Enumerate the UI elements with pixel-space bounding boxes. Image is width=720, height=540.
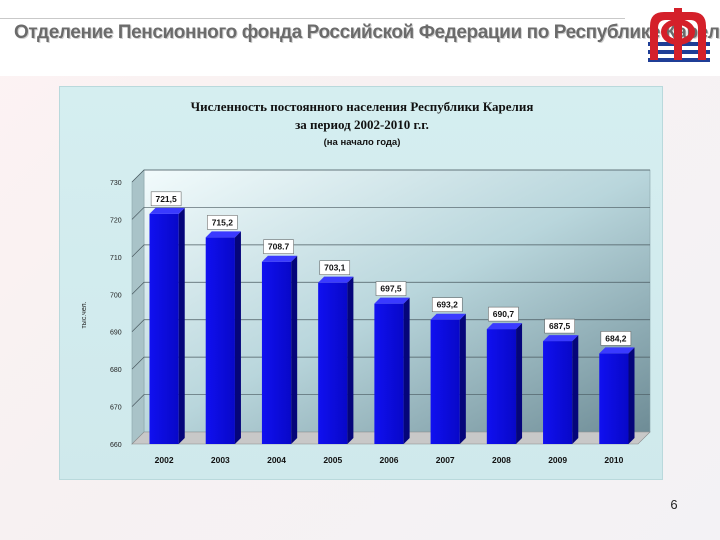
x-tick-label: 2006 [380, 455, 399, 465]
bar-side-2008 [516, 323, 523, 444]
y-tick-label: 730 [110, 180, 122, 187]
chart-title-line-1: Численность постоянного населения Респуб… [191, 99, 534, 114]
bar-top-2005 [318, 276, 354, 283]
bar-side-2010 [628, 347, 635, 444]
y-tick-label: 680 [110, 367, 122, 374]
bar-2009 [543, 341, 573, 444]
data-label-box [600, 331, 632, 346]
bar-top-2007 [430, 313, 466, 320]
y-tick-label: 690 [110, 330, 122, 337]
x-tick-label: 2010 [604, 455, 623, 465]
data-label-box [319, 260, 351, 275]
y-axis-label: тыс.чел. [81, 301, 88, 328]
bar-2008 [486, 329, 517, 444]
bar-chart: Численность постоянного населения Респуб… [81, 99, 651, 465]
bar-2010 [599, 353, 629, 444]
gridline [131, 394, 650, 407]
x-tick-label: 2003 [211, 455, 230, 465]
plot-side-wall [131, 169, 145, 445]
data-label-box [150, 191, 182, 207]
bar-2004 [261, 261, 292, 444]
data-label: 715,2 [212, 217, 234, 227]
bar-side-2007 [459, 313, 466, 444]
gridline [131, 281, 650, 295]
header-divider [0, 18, 625, 19]
x-tick-label: 2007 [436, 455, 455, 465]
bar-side-2005 [347, 276, 354, 444]
data-label-box [375, 281, 407, 296]
gridline [131, 319, 650, 332]
y-tick-label: 710 [110, 255, 122, 262]
gridline [131, 169, 650, 183]
data-label-box [263, 239, 294, 254]
data-label: 690,7 [493, 309, 515, 319]
pfr-logo-icon [648, 8, 710, 62]
data-label-box [207, 215, 238, 230]
bar-top-2006 [374, 297, 410, 304]
bar-top-2004 [261, 255, 298, 262]
data-label: 708.7 [268, 242, 290, 252]
bar-top-2010 [599, 347, 635, 354]
x-tick-label: 2002 [155, 455, 174, 465]
y-tick-label: 700 [110, 292, 122, 299]
bar-top-2003 [205, 231, 241, 238]
chart-panel: Численность постоянного населения Респуб… [59, 86, 663, 480]
y-tick-label: 720 [110, 217, 122, 224]
y-tick-label: 670 [110, 405, 122, 412]
gridline [131, 244, 650, 258]
gridline [131, 356, 650, 370]
data-label: 693,2 [437, 300, 459, 310]
x-tick-label: 2005 [323, 455, 342, 465]
bar-2002 [149, 213, 179, 444]
bar-top-2008 [486, 323, 523, 330]
header-title: Отделение Пенсионного фонда Российской Ф… [14, 22, 720, 43]
bar-top-2002 [149, 207, 185, 214]
bar-2007 [430, 319, 460, 444]
page-number: 6 [670, 497, 678, 512]
bar-2006 [374, 303, 404, 444]
data-label-box [544, 318, 575, 334]
data-label: 697,5 [380, 284, 402, 294]
bar-side-2002 [178, 207, 185, 444]
gridline [131, 207, 650, 220]
data-label-box [488, 306, 519, 322]
x-tick-label: 2004 [267, 455, 286, 465]
data-label: 721,5 [155, 194, 177, 204]
x-tick-label: 2008 [492, 455, 511, 465]
header-bar [0, 0, 720, 76]
bar-2005 [318, 282, 348, 444]
bar-side-2006 [403, 297, 410, 444]
bar-side-2009 [572, 335, 579, 444]
bar-side-2004 [291, 255, 298, 444]
data-label: 703,1 [324, 263, 346, 273]
data-label: 687,5 [549, 321, 571, 331]
y-tick-label: 660 [110, 442, 122, 449]
bar-top-2009 [543, 335, 579, 342]
chart-subtitle: (на начало года) [324, 137, 401, 148]
data-label: 684,2 [605, 333, 627, 343]
data-label-box [431, 297, 463, 312]
bar-2003 [205, 237, 235, 444]
chart-title-line-2: за период 2002-2010 г.г. [295, 117, 429, 132]
bar-side-2003 [234, 231, 241, 444]
x-tick-label: 2009 [548, 455, 567, 465]
